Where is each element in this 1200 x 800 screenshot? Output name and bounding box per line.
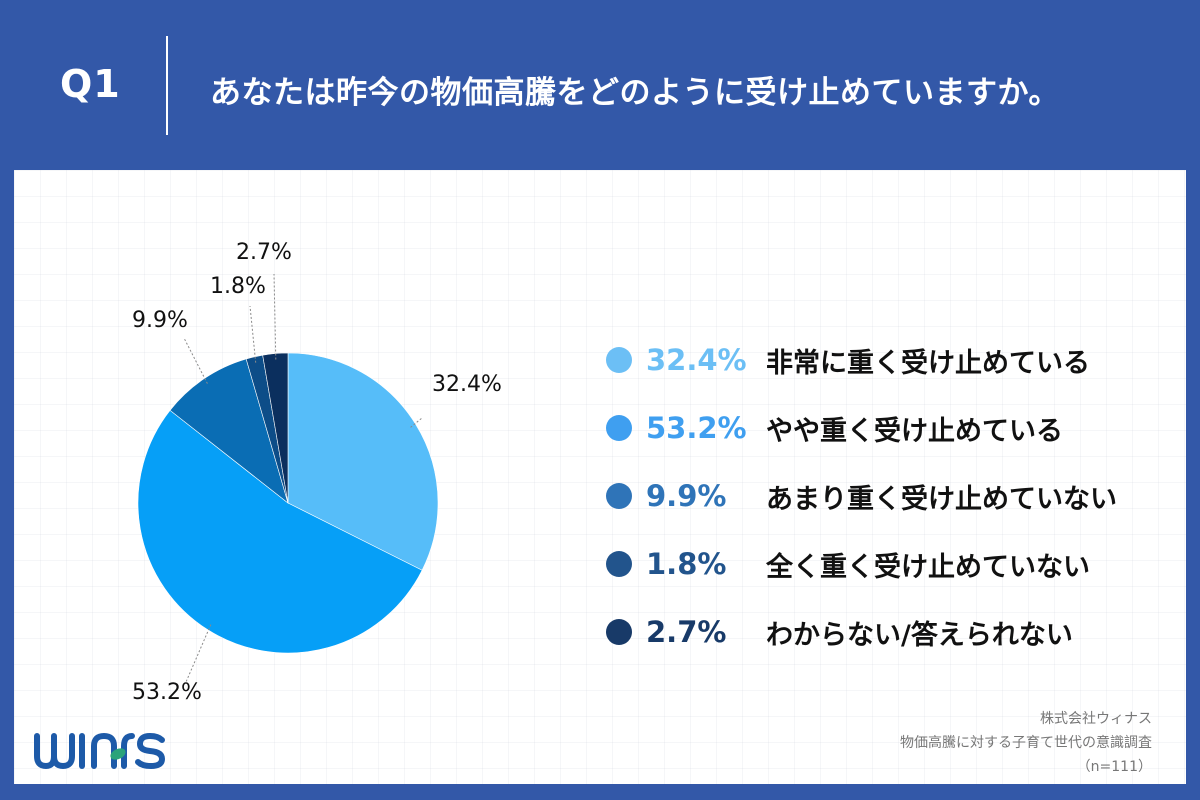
- question-title: あなたは昨今の物価高騰をどのように受け止めていますか。: [210, 75, 1060, 111]
- legend-pct: 9.9%: [646, 479, 727, 513]
- legend-dot-icon: [606, 347, 632, 373]
- legend-pct: 53.2%: [646, 411, 747, 445]
- winas-logo-icon: [34, 732, 166, 770]
- legend-pct: 2.7%: [646, 615, 727, 649]
- legend-dot-icon: [606, 619, 632, 645]
- legend-pct: 32.4%: [646, 343, 747, 377]
- pie-label-very-heavy: 32.4%: [432, 372, 502, 397]
- chart-panel: 32.4% 53.2% 9.9% 1.8% 2.7%: [14, 170, 1186, 784]
- pie-chart: [137, 273, 439, 683]
- legend-label: 全く重く受け止めていない: [766, 551, 1090, 583]
- legend: 32.4% 非常に重く受け止めている 53.2% やや重く受け止めている 9.9…: [606, 326, 1117, 666]
- legend-label: あまり重く受け止めていない: [766, 483, 1117, 515]
- legend-item-somewhat-heavy: 53.2% やや重く受け止めている: [606, 394, 1117, 462]
- footer: 株式会社ウィナス 物価高騰に対する子育て世代の意識調査 （n=111）: [900, 707, 1152, 779]
- footer-survey-name: 物価高騰に対する子育て世代の意識調査: [900, 735, 1152, 751]
- legend-item-very-heavy: 32.4% 非常に重く受け止めている: [606, 326, 1117, 394]
- footer-company: 株式会社ウィナス: [1040, 711, 1152, 727]
- pie-slice: [169, 358, 289, 504]
- legend-dot-icon: [606, 415, 632, 441]
- pie-label-dont-know: 2.7%: [236, 240, 292, 265]
- legend-dot-icon: [606, 551, 632, 577]
- pie-label-not-very-heavy: 9.9%: [132, 308, 188, 333]
- legend-item-dont-know: 2.7% わからない/答えられない: [606, 598, 1117, 666]
- leader-lines: [183, 273, 423, 683]
- pie-slice: [287, 352, 439, 571]
- pie-slices: [137, 352, 439, 654]
- legend-label: 非常に重く受け止めている: [766, 347, 1090, 379]
- footer-sample-size: （n=111）: [1076, 759, 1152, 775]
- header-divider: [166, 36, 168, 135]
- legend-item-not-very-heavy: 9.9% あまり重く受け止めていない: [606, 462, 1117, 530]
- winas-logo: [32, 728, 172, 776]
- pie-label-somewhat-heavy: 53.2%: [132, 680, 202, 705]
- legend-item-not-at-all: 1.8% 全く重く受け止めていない: [606, 530, 1117, 598]
- pie-slice: [137, 409, 423, 654]
- legend-dot-icon: [606, 483, 632, 509]
- legend-label: わからない/答えられない: [766, 619, 1073, 651]
- pie-label-not-at-all: 1.8%: [210, 274, 266, 299]
- question-label: Q1: [60, 62, 121, 106]
- header: Q1 あなたは昨今の物価高騰をどのように受け止めていますか。: [0, 0, 1200, 170]
- legend-pct: 1.8%: [646, 547, 727, 581]
- legend-label: やや重く受け止めている: [766, 415, 1063, 447]
